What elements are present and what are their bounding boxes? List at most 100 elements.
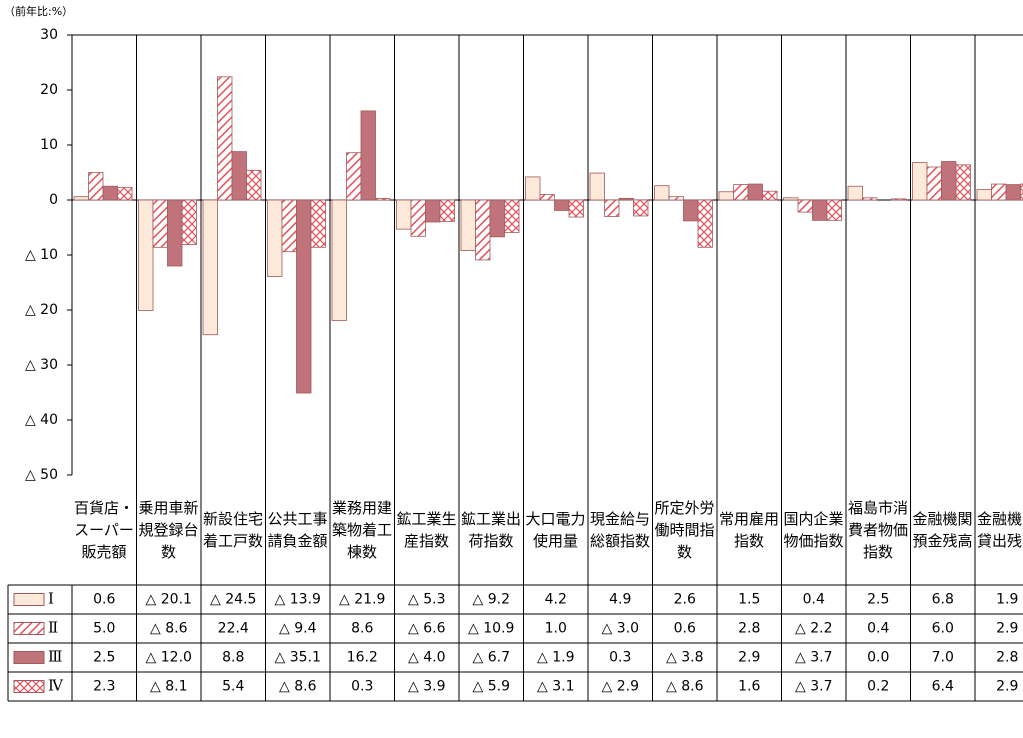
x-tick-label: 大口電力使用量 bbox=[525, 510, 586, 550]
table-value: △ 12.0 bbox=[146, 650, 192, 666]
x-tick-label: 現金給与総額指数 bbox=[590, 510, 651, 550]
table-value: 2.5 bbox=[93, 650, 115, 666]
table-value: 0.6 bbox=[93, 592, 115, 608]
table-value: 2.9 bbox=[996, 679, 1018, 695]
bar bbox=[797, 199, 813, 213]
table-value: 0.6 bbox=[674, 621, 696, 637]
bar bbox=[346, 152, 362, 201]
bar bbox=[718, 191, 734, 201]
bar bbox=[568, 199, 584, 218]
bar bbox=[733, 184, 749, 201]
table-value: △ 6.7 bbox=[473, 650, 510, 666]
table-value: 0.0 bbox=[867, 650, 889, 666]
bar bbox=[152, 199, 168, 248]
table-value: 0.3 bbox=[351, 679, 373, 695]
bar bbox=[231, 151, 247, 201]
table-value: 1.9 bbox=[996, 592, 1018, 608]
bar bbox=[102, 185, 118, 201]
table-value: △ 13.9 bbox=[275, 592, 321, 608]
legend-swatch bbox=[13, 593, 45, 606]
table-value: △ 8.6 bbox=[279, 679, 317, 695]
table-value: 5.0 bbox=[93, 621, 115, 637]
table-value: △ 5.9 bbox=[473, 679, 510, 695]
bar bbox=[117, 186, 133, 201]
bar bbox=[762, 190, 778, 201]
table-value: 6.4 bbox=[932, 679, 954, 695]
y-tick-label: △ 50 bbox=[25, 467, 58, 483]
bar bbox=[862, 197, 878, 201]
table-value: 7.0 bbox=[932, 650, 954, 666]
table-value: 2.6 bbox=[674, 592, 696, 608]
bar bbox=[747, 183, 763, 201]
bar bbox=[539, 194, 555, 201]
bar bbox=[633, 199, 649, 217]
bar bbox=[604, 199, 620, 217]
table-value: △ 9.2 bbox=[473, 592, 510, 608]
bar bbox=[267, 199, 283, 277]
table-value: △ 9.4 bbox=[279, 621, 317, 637]
y-tick-label: 20 bbox=[40, 82, 58, 98]
table-value: △ 3.7 bbox=[795, 650, 832, 666]
bar bbox=[912, 162, 928, 201]
bar bbox=[489, 199, 505, 238]
bar bbox=[396, 199, 412, 230]
bar bbox=[460, 199, 476, 251]
table-value: 2.5 bbox=[867, 592, 889, 608]
table-value: 2.9 bbox=[996, 621, 1018, 637]
bar bbox=[683, 199, 699, 222]
bar bbox=[1005, 184, 1021, 201]
table-value: △ 24.5 bbox=[210, 592, 256, 608]
bar bbox=[976, 189, 992, 201]
x-tick-label: 金融機関貸出残高 bbox=[977, 510, 1023, 550]
x-tick-label: 鉱工業生産指数 bbox=[396, 510, 457, 550]
table-value: 8.6 bbox=[351, 621, 373, 637]
table-value: 1.0 bbox=[545, 621, 567, 637]
table-value: 4.2 bbox=[545, 592, 567, 608]
x-tick-label: 鉱工業出荷指数 bbox=[461, 510, 522, 550]
legend-label: Ⅲ bbox=[48, 648, 62, 666]
bar bbox=[812, 199, 828, 221]
bar bbox=[296, 199, 312, 394]
table-value: △ 8.6 bbox=[666, 679, 704, 695]
table-value: △ 6.6 bbox=[408, 621, 446, 637]
table-value: △ 21.9 bbox=[339, 592, 385, 608]
bar bbox=[360, 110, 376, 201]
bar bbox=[375, 197, 391, 201]
table-value: △ 35.1 bbox=[275, 650, 321, 666]
x-tick-label: 金融機関預金残高 bbox=[912, 510, 973, 550]
y-tick-label: 0 bbox=[49, 192, 58, 208]
bar bbox=[202, 199, 218, 336]
bar bbox=[589, 172, 605, 201]
table-value: △ 3.9 bbox=[408, 679, 445, 695]
bar bbox=[697, 199, 713, 248]
bar bbox=[217, 76, 233, 201]
table-value: △ 8.6 bbox=[150, 621, 188, 637]
bar bbox=[618, 197, 634, 201]
unit-label: （前年比:%） bbox=[4, 4, 73, 18]
table-value: 0.4 bbox=[867, 621, 889, 637]
bar bbox=[926, 166, 942, 201]
table-value: 5.4 bbox=[222, 679, 244, 695]
bar bbox=[525, 176, 541, 201]
x-tick-label: 国内企業物価指数 bbox=[783, 510, 844, 550]
y-tick-label: 30 bbox=[40, 27, 58, 43]
bar bbox=[167, 199, 183, 267]
table-value: △ 3.0 bbox=[602, 621, 639, 637]
bar bbox=[654, 185, 670, 201]
x-tick-label: 乗用車新規登録台数 bbox=[138, 499, 199, 561]
table-value: 8.8 bbox=[222, 650, 244, 666]
bar bbox=[955, 164, 971, 201]
legend-label: Ⅳ bbox=[48, 677, 64, 695]
table-value: △ 8.1 bbox=[150, 679, 187, 695]
bar bbox=[138, 199, 154, 311]
x-tick-label: 公共工事請負金額 bbox=[267, 510, 328, 550]
table-value: △ 5.3 bbox=[408, 592, 445, 608]
legend-label: Ⅰ bbox=[48, 590, 54, 608]
bar bbox=[73, 196, 89, 201]
legend-swatch bbox=[13, 680, 45, 693]
y-tick-label: △ 20 bbox=[25, 302, 58, 318]
y-tick-label: △ 10 bbox=[25, 247, 58, 263]
x-tick-label: 百貨店・スーパー販売額 bbox=[74, 499, 135, 561]
x-tick-label: 常用雇用指数 bbox=[719, 510, 780, 550]
